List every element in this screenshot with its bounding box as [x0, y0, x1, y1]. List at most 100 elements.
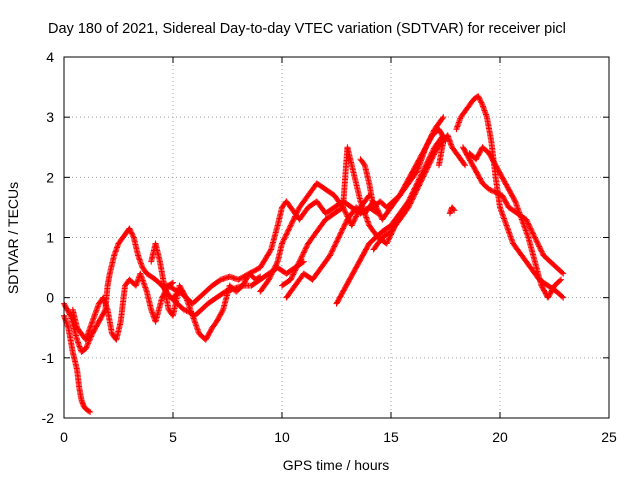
data-point: [506, 229, 513, 236]
data-point: [416, 182, 423, 189]
data-point: [533, 238, 540, 245]
data-point: [385, 236, 392, 243]
data-point: [294, 208, 301, 215]
data-point: [129, 231, 136, 238]
data-point: [405, 204, 412, 211]
data-point: [270, 267, 277, 274]
data-point: [524, 233, 531, 240]
data-point: [289, 218, 296, 225]
data-point: [450, 206, 457, 213]
data-point: [523, 228, 530, 235]
data-point: [500, 212, 507, 219]
data-point: [293, 209, 300, 216]
y-tick-label: 1: [46, 230, 54, 246]
data-point: [477, 98, 484, 105]
data-point: [384, 237, 391, 244]
data-point: [180, 306, 187, 313]
data-point: [413, 187, 420, 194]
data-point: [421, 172, 428, 179]
data-point: [559, 269, 566, 276]
data-point: [503, 221, 510, 228]
data-point: [424, 165, 431, 172]
data-point: [429, 155, 436, 162]
data-point: [288, 221, 295, 228]
data-point: [139, 276, 146, 283]
data-point: [295, 206, 302, 213]
data-point: [499, 211, 506, 218]
data-point: [301, 248, 308, 255]
data-point: [512, 199, 519, 206]
data-point: [407, 200, 414, 207]
data-point: [534, 240, 541, 247]
data-point: [426, 160, 433, 167]
data-point: [531, 234, 538, 241]
data-point: [497, 204, 503, 211]
data-point: [461, 161, 468, 168]
x-tick-label: 5: [169, 429, 177, 445]
data-point: [560, 270, 567, 277]
data-point: [88, 333, 95, 340]
data-point: [343, 219, 350, 226]
x-axis-label: GPS time / hours: [283, 457, 390, 473]
data-point: [526, 224, 533, 231]
data-point: [508, 236, 515, 243]
plot-frame: [63, 56, 610, 419]
data-point: [509, 237, 516, 244]
data-point: [300, 250, 307, 257]
data-point: [516, 209, 523, 216]
data-point: [293, 263, 300, 270]
data-point: [86, 408, 93, 415]
data-point: [412, 190, 419, 197]
data-point: [331, 243, 338, 250]
data-point: [290, 217, 297, 224]
data-point: [192, 319, 199, 326]
data-point: [268, 271, 275, 278]
data-point: [416, 181, 423, 188]
data-point: [298, 254, 305, 261]
data-point: [488, 187, 495, 194]
data-point: [348, 222, 355, 229]
data-point: [475, 93, 482, 100]
data-point: [267, 272, 274, 279]
data-point: [508, 234, 515, 241]
data-point: [143, 287, 150, 294]
data-point: [354, 210, 361, 217]
data-point: [86, 337, 93, 344]
data-point: [303, 244, 310, 251]
data-point: [477, 96, 484, 103]
data-point: [279, 240, 285, 247]
x-tick-label: 0: [60, 429, 68, 445]
data-point: [520, 222, 527, 229]
data-point: [298, 253, 305, 260]
data-point: [141, 281, 148, 288]
data-point: [428, 156, 435, 163]
data-point: [476, 95, 483, 102]
data-point: [293, 265, 300, 272]
data-point: [475, 94, 482, 101]
data-point: [521, 224, 528, 231]
data-point: [140, 280, 147, 287]
data-point: [528, 226, 535, 233]
data-point: [338, 229, 345, 236]
data-point: [328, 249, 335, 256]
data-point: [191, 318, 198, 325]
data-point: [407, 199, 414, 206]
data-point: [269, 270, 276, 277]
data-point: [328, 248, 335, 255]
data-point: [533, 237, 540, 244]
data-point: [170, 279, 176, 286]
data-point: [183, 307, 190, 314]
data-point: [419, 176, 426, 183]
data-point: [478, 99, 485, 106]
data-point: [514, 203, 521, 210]
data-point: [288, 274, 295, 281]
data-point: [412, 188, 419, 195]
data-point: [140, 278, 147, 285]
data-point: [194, 326, 201, 333]
data-point: [560, 294, 567, 301]
data-point: [539, 249, 546, 256]
data-point: [531, 233, 538, 240]
data-point: [83, 343, 90, 350]
data-point: [351, 217, 358, 224]
data-point: [478, 100, 485, 107]
